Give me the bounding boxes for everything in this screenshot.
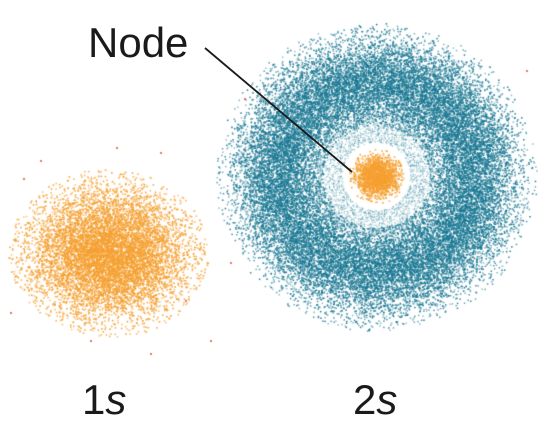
orbital-1s-number: 1 — [82, 376, 105, 423]
orbital-1s-letter: s — [105, 376, 126, 423]
orbital-2s-label: 2s — [353, 376, 397, 424]
node-label: Node — [88, 18, 188, 68]
orbital-1s-label: 1s — [82, 376, 126, 424]
orbital-2s-letter: s — [376, 376, 397, 423]
orbital-2s-number: 2 — [353, 376, 376, 423]
